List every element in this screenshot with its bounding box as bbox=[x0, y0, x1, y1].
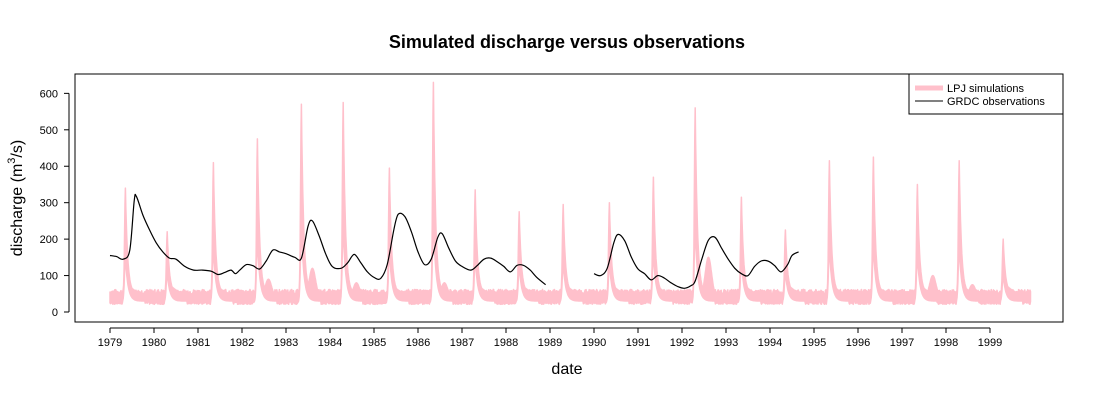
x-tick-label: 1981 bbox=[186, 337, 210, 349]
observation-line bbox=[109, 193, 799, 289]
x-tick-label: 1995 bbox=[802, 337, 826, 349]
legend-box bbox=[908, 73, 1064, 115]
legend: LPJ simulations GRDC observations bbox=[908, 73, 1064, 115]
x-tick-label: 1994 bbox=[758, 337, 782, 349]
x-tick-label: 1987 bbox=[450, 337, 474, 349]
x-tick-label: 1990 bbox=[582, 337, 606, 349]
x-tick-label: 1988 bbox=[494, 337, 518, 349]
x-tick-label: 1991 bbox=[626, 337, 650, 349]
simulation-band bbox=[109, 81, 1032, 306]
y-tick-label: 400 bbox=[40, 161, 58, 173]
x-tick-label: 1979 bbox=[98, 337, 122, 349]
y-tick-label: 0 bbox=[52, 307, 58, 319]
x-tick-label: 1986 bbox=[406, 337, 430, 349]
x-tick-label: 1989 bbox=[538, 337, 562, 349]
y-axis-label-tail: /s) bbox=[9, 140, 26, 158]
x-axis: 1979 1980 1981 1982 1983 1984 1985 1986 1987 1988… bbox=[98, 327, 1002, 349]
x-tick-label: 1999 bbox=[978, 337, 1002, 349]
x-tick-label: 1993 bbox=[714, 337, 738, 349]
y-axis-label: discharge (m3/s) bbox=[6, 140, 26, 256]
x-tick-label: 1996 bbox=[846, 337, 870, 349]
y-tick-label: 600 bbox=[40, 88, 58, 100]
y-tick-label: 200 bbox=[40, 234, 58, 246]
chart-title: Simulated discharge versus observations bbox=[389, 32, 745, 52]
x-tick-label: 1997 bbox=[890, 337, 914, 349]
plot-frame bbox=[74, 73, 1064, 323]
y-axis-label-main: discharge (m bbox=[9, 164, 26, 256]
observation-segment bbox=[109, 193, 546, 286]
x-tick-label: 1992 bbox=[670, 337, 694, 349]
legend-label-simulations: LPJ simulations bbox=[947, 83, 1025, 95]
y-tick-label: 500 bbox=[40, 125, 58, 137]
x-tick-label: 1980 bbox=[142, 337, 166, 349]
x-tick-label: 1984 bbox=[318, 337, 342, 349]
x-axis-label: date bbox=[551, 361, 582, 378]
x-tick-label: 1982 bbox=[230, 337, 254, 349]
x-tick-label: 1983 bbox=[274, 337, 298, 349]
x-tick-label: 1985 bbox=[362, 337, 386, 349]
simulation-band-area bbox=[109, 81, 1032, 306]
observation-segment bbox=[593, 233, 799, 289]
y-axis-label-sup: 3 bbox=[6, 158, 18, 164]
legend-label-observations: GRDC observations bbox=[947, 96, 1045, 108]
x-tick-label: 1998 bbox=[934, 337, 958, 349]
y-axis: 0 100 200 300 400 500 600 bbox=[40, 88, 70, 319]
y-tick-label: 100 bbox=[40, 271, 58, 283]
y-tick-label: 300 bbox=[40, 198, 58, 210]
